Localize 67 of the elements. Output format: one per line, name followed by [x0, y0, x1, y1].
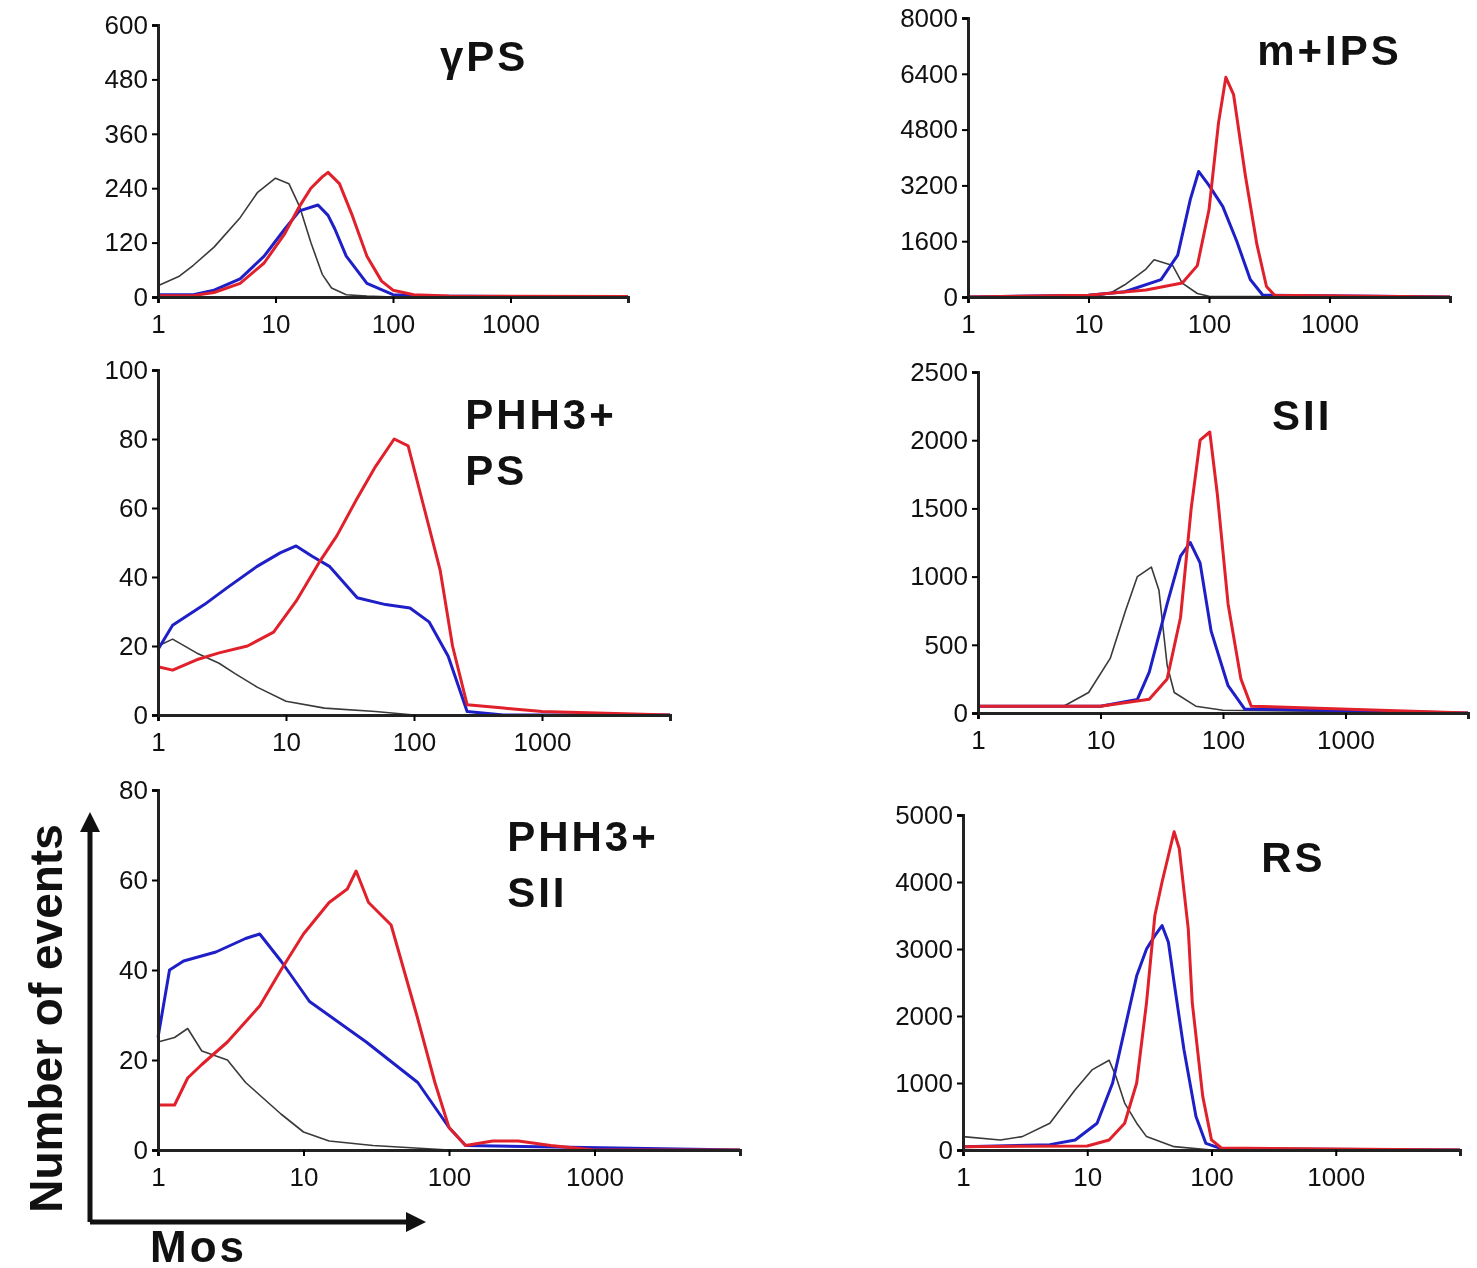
y-tick-label: 600	[104, 9, 148, 40]
x-tick-label: 10	[1086, 725, 1116, 756]
y-tick-label: 80	[119, 423, 148, 454]
y-axis-title: Number of events	[20, 824, 72, 1213]
x-tick-label: 1	[971, 725, 986, 756]
y-tick-label: 1500	[910, 493, 968, 524]
y-tick-label: 2000	[895, 1000, 953, 1031]
x-tick-label: 10	[1074, 309, 1104, 340]
y-tick-label: 3200	[900, 170, 958, 201]
x-tick-label: 10	[261, 309, 291, 340]
y-tick-label: 5000	[895, 799, 953, 830]
y-tick-label: 2500	[910, 356, 968, 387]
text: PHH3+ PS	[465, 390, 617, 494]
chart-title: RS	[1261, 833, 1326, 881]
y-tick-label: 20	[119, 1044, 148, 1075]
y-tick-label: 2000	[910, 425, 968, 456]
y-tick-label: 0	[938, 1134, 953, 1165]
y-tick-label: 240	[104, 173, 148, 204]
x-tick-label: 10	[1073, 1162, 1103, 1193]
y-tick-label: 3000	[895, 933, 953, 964]
x-tick-label: 1000	[1301, 309, 1359, 340]
x-tick-label: 100	[392, 727, 437, 758]
y-tick-label: 40	[119, 954, 148, 985]
y-tick-label: 480	[104, 64, 148, 95]
y-tick-label: 100	[104, 354, 148, 385]
y-tick-label: 60	[119, 492, 148, 523]
y-tick-label: 360	[104, 118, 148, 149]
x-tick-label: 100	[1187, 309, 1232, 340]
x-tick-label: 1000	[566, 1162, 624, 1193]
y-tick-label: 4000	[895, 866, 953, 897]
x-tick-label: 1	[956, 1162, 971, 1193]
x-tick-label: 100	[371, 309, 416, 340]
y-tick-label: 60	[119, 864, 148, 895]
y-tick-label: 0	[133, 699, 148, 730]
y-tick-label: 0	[133, 281, 148, 312]
x-tick-label: 1	[151, 1162, 166, 1193]
x-tick-label: 1000	[1307, 1162, 1366, 1193]
chart-title: m+IPS	[1257, 27, 1402, 75]
x-tick-label: 100	[427, 1162, 472, 1193]
x-tick-label: 1000	[482, 309, 540, 340]
x-tick-label: 1	[151, 727, 166, 758]
y-tick-label: 4800	[900, 114, 958, 145]
y-tick-label: 120	[104, 227, 148, 258]
y-tick-label: 0	[953, 697, 968, 728]
y-tick-label: 80	[119, 774, 148, 805]
x-tick-label: 1	[151, 309, 166, 340]
y-tick-label: 6400	[900, 58, 958, 89]
y-tick-label: 0	[133, 1134, 148, 1165]
text: SII	[1272, 391, 1333, 439]
y-tick-label: 8000	[900, 2, 958, 33]
x-tick-label: 1	[961, 309, 976, 340]
x-tick-label: 100	[1201, 725, 1246, 756]
y-tick-label: 500	[924, 629, 968, 660]
y-tick-label: 1000	[895, 1067, 953, 1098]
y-tick-label: 1600	[900, 226, 958, 257]
y-tick-label: 40	[119, 561, 148, 592]
y-tick-label: 20	[119, 630, 148, 661]
x-tick-label: 10	[289, 1162, 319, 1193]
text: PHH3+ SII	[507, 813, 659, 917]
x-tick-label: 1000	[513, 727, 572, 758]
x-axis-title: Mos	[150, 1222, 247, 1268]
chart-title: γPS	[440, 33, 529, 81]
x-tick-label: 10	[272, 727, 301, 758]
y-tick-label: 1000	[910, 561, 968, 592]
y-tick-label: 0	[943, 281, 958, 312]
x-tick-label: 100	[1190, 1162, 1234, 1193]
x-tick-label: 1000	[1317, 725, 1375, 756]
